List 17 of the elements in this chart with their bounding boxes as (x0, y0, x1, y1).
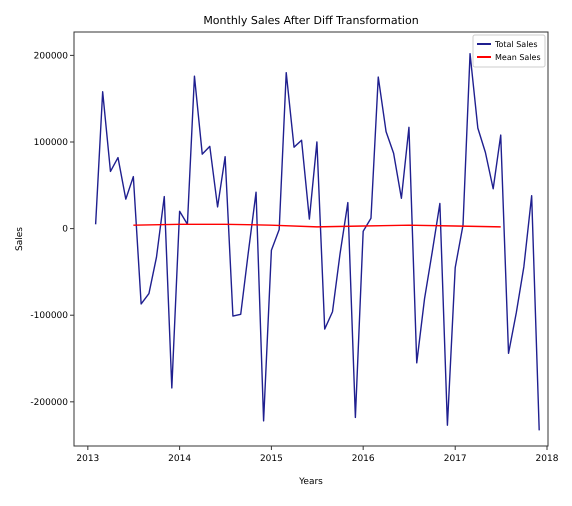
legend-label: Total Sales (494, 40, 538, 49)
y-axis-title: Sales (15, 226, 25, 251)
x-tick-label: 2014 (168, 454, 192, 464)
legend-label: Mean Sales (495, 53, 541, 62)
x-tick-label: 2017 (444, 454, 467, 464)
y-tick-label: -100000 (30, 311, 68, 322)
x-tick-label: 2016 (352, 454, 375, 464)
y-tick-label: -200000 (30, 398, 68, 408)
x-tick-label: 2018 (536, 454, 559, 464)
y-tick-label: 200000 (34, 51, 68, 62)
x-tick-label: 2013 (76, 454, 100, 464)
y-tick-label: 100000 (34, 138, 68, 148)
y-tick-label: 0 (62, 224, 68, 235)
x-tick-label: 2015 (260, 454, 283, 464)
line-series (94, 52, 540, 432)
x-axis-title: Years (298, 477, 324, 487)
chart-title: Monthly Sales After Diff Transformation (203, 14, 419, 27)
